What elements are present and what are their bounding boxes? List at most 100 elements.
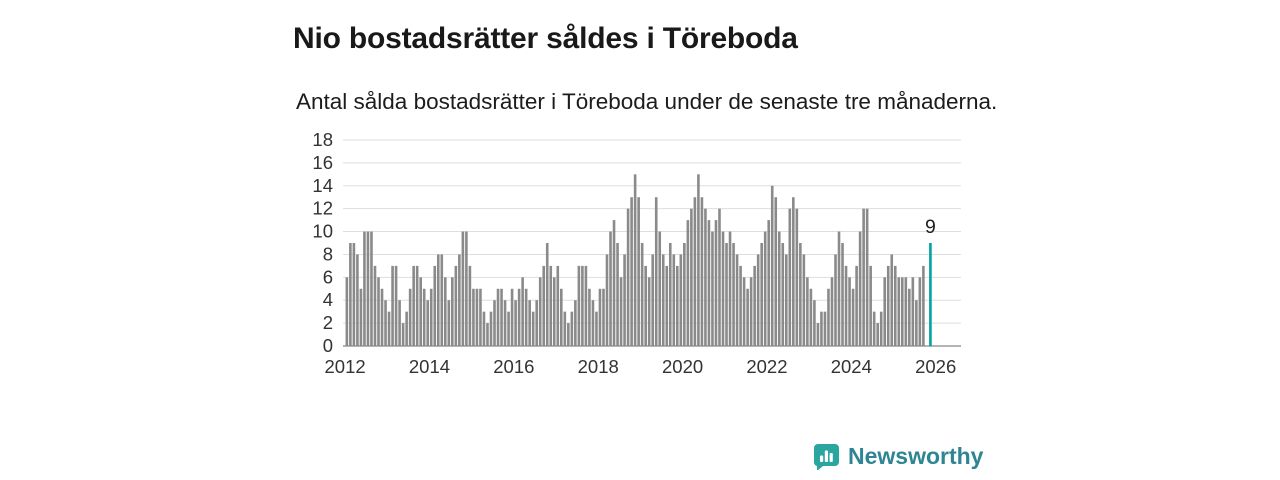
y-tick-label: 12: [312, 198, 333, 219]
bar: [823, 311, 827, 346]
newsworthy-logo-icon: [813, 443, 840, 471]
y-tick-label: 10: [312, 221, 333, 242]
bar: [841, 243, 844, 346]
bar: [707, 220, 711, 346]
bar: [915, 300, 918, 346]
bar: [560, 288, 563, 346]
x-tick-label: 2026: [915, 356, 956, 377]
bar: [549, 265, 553, 346]
bar: [398, 300, 401, 346]
bar: [366, 231, 370, 346]
bar: [869, 265, 872, 346]
bar: [855, 265, 858, 346]
bar: [760, 243, 763, 346]
bar: [753, 265, 756, 346]
bar: [563, 311, 567, 346]
y-tick-label: 16: [312, 152, 333, 173]
brand-footer: Newsworthy: [813, 443, 983, 471]
bar: [647, 277, 651, 346]
bar: [799, 243, 802, 346]
bar: [693, 197, 697, 346]
bar: [619, 277, 623, 346]
bar: [447, 300, 451, 346]
bar: [637, 197, 640, 346]
y-tick-label: 18: [312, 129, 333, 150]
bar: [718, 208, 721, 346]
bar: [725, 243, 728, 346]
bar: [517, 288, 521, 346]
bar: [503, 300, 507, 346]
bar: [763, 231, 767, 346]
bar: [479, 288, 482, 346]
bar: [542, 265, 546, 346]
bar: [605, 254, 609, 346]
bar: [429, 288, 433, 346]
bar: [911, 277, 915, 346]
y-tick-label: 8: [323, 243, 333, 264]
bar: [577, 265, 581, 346]
bar: [922, 265, 925, 346]
bar: [844, 265, 848, 346]
page-title: Nio bostadsrätter såldes i Töreboda: [293, 22, 798, 56]
bar: [834, 254, 837, 346]
bar: [595, 311, 598, 346]
bar: [816, 323, 820, 346]
bar: [440, 254, 444, 346]
bar: [538, 277, 542, 346]
bar: [514, 300, 517, 346]
bar: [827, 288, 830, 346]
bar: [858, 231, 862, 346]
bar: [820, 311, 823, 346]
x-tick-label: 2014: [409, 356, 450, 377]
bar: [391, 265, 394, 346]
bar: [602, 288, 605, 346]
bar: [654, 197, 658, 346]
bar: [711, 231, 714, 346]
bar: [472, 288, 475, 346]
bar: [792, 197, 795, 346]
bar: [640, 243, 644, 346]
bar: [679, 254, 683, 346]
bar: [862, 208, 865, 346]
bar: [612, 220, 616, 346]
y-tick-label: 2: [323, 312, 333, 333]
bar: [777, 231, 781, 346]
bar: [865, 208, 869, 346]
bar: [714, 220, 718, 346]
y-tick-label: 14: [312, 175, 333, 196]
bar: [380, 288, 384, 346]
bar: [500, 288, 503, 346]
bar: [661, 254, 665, 346]
bar: [552, 277, 556, 346]
bar: [521, 277, 524, 346]
bar: [528, 300, 531, 346]
bar: [443, 277, 447, 346]
bar: [394, 265, 398, 346]
x-tick-label: 2012: [325, 356, 366, 377]
bar: [651, 254, 655, 346]
bar: [370, 231, 373, 346]
y-tick-label: 6: [323, 266, 333, 287]
bar: [616, 243, 619, 346]
bar: [570, 311, 574, 346]
bar: [735, 254, 739, 346]
bar: [591, 300, 595, 346]
bar: [872, 311, 876, 346]
bar: [609, 231, 612, 346]
bar: [405, 311, 408, 346]
bar: [465, 231, 468, 346]
bar: [630, 197, 633, 346]
bar: [756, 254, 760, 346]
bar: [436, 254, 440, 346]
bar: [475, 288, 479, 346]
bar: [545, 243, 549, 346]
bar: [749, 277, 753, 346]
bar: [686, 220, 690, 346]
bar: [767, 220, 771, 346]
bar: [489, 311, 493, 346]
bar: [886, 265, 890, 346]
bar: [377, 277, 380, 346]
bar: [770, 185, 774, 346]
bar: [728, 231, 732, 346]
